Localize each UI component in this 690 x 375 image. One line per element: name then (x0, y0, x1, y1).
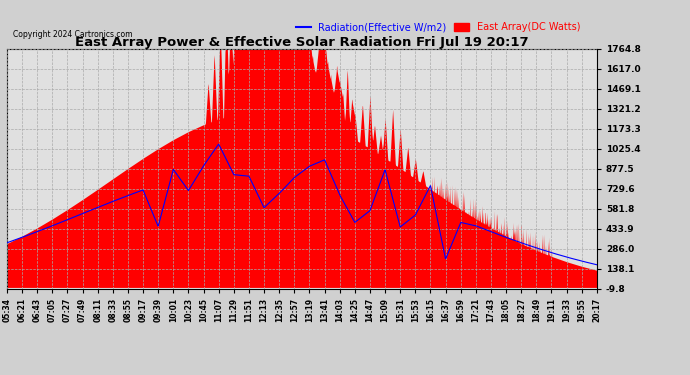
Text: Copyright 2024 Cartronics.com: Copyright 2024 Cartronics.com (13, 30, 132, 39)
Title: East Array Power & Effective Solar Radiation Fri Jul 19 20:17: East Array Power & Effective Solar Radia… (75, 36, 529, 49)
Legend: Radiation(Effective W/m2), East Array(DC Watts): Radiation(Effective W/m2), East Array(DC… (296, 22, 580, 32)
